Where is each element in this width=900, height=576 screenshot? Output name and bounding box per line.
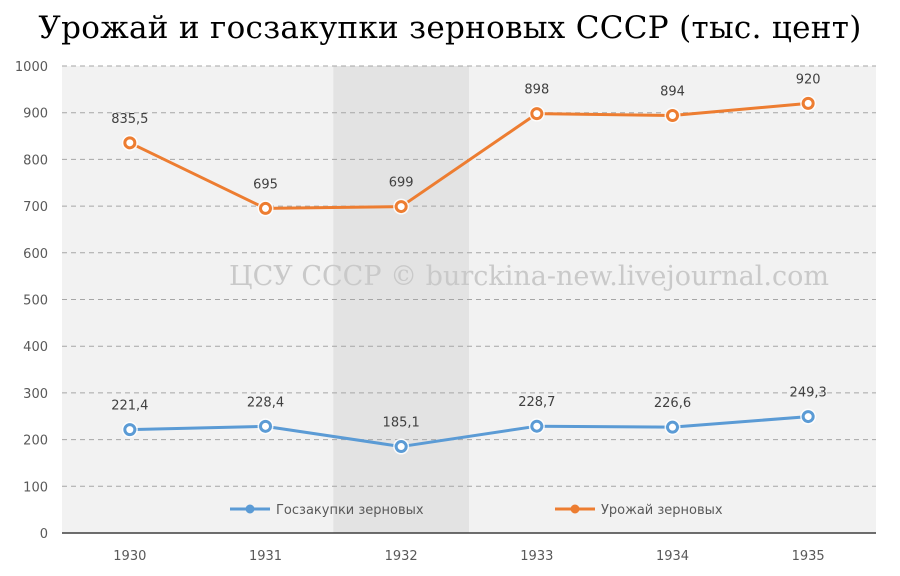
data-point xyxy=(259,201,272,215)
y-tick-label: 500 xyxy=(23,294,48,309)
data-point xyxy=(394,440,408,454)
x-tick-label: 1931 xyxy=(249,549,282,564)
legend-label: Госзакупки зерновых xyxy=(276,503,424,518)
legend-marker xyxy=(245,504,255,514)
y-tick-label: 300 xyxy=(23,387,48,402)
data-point xyxy=(123,136,137,150)
data-label: 695 xyxy=(253,177,278,192)
y-tick-label: 1000 xyxy=(15,60,48,75)
y-tick-label: 900 xyxy=(23,107,48,122)
data-point xyxy=(123,423,137,437)
data-label: 894 xyxy=(660,85,685,100)
series-line xyxy=(128,101,810,210)
data-label: 185,1 xyxy=(383,416,420,431)
y-tick-label: 700 xyxy=(23,200,48,215)
y-tick-label: 600 xyxy=(23,247,48,262)
legend: Госзакупки зерновых Урожай зерновых xyxy=(230,503,723,518)
x-tick-label: 1930 xyxy=(113,549,146,564)
watermark-text: ЦСУ СССР © burckina-new.livejournal.com xyxy=(229,261,829,292)
data-label: 226,6 xyxy=(654,396,691,411)
legend-marker xyxy=(570,504,580,514)
y-tick-label: 800 xyxy=(23,153,48,168)
data-label: 221,4 xyxy=(111,399,148,414)
series-group: 221,4 228,4 185,1 228,7 226,6 249,3 835,5 695 69… xyxy=(111,72,827,455)
chart-title: Урожай и госзакупки зерновых СССР (тыс. … xyxy=(38,10,862,46)
data-label: 898 xyxy=(524,83,549,98)
x-tick-label: 1935 xyxy=(792,549,825,564)
y-tick-label: 100 xyxy=(23,480,48,495)
data-point xyxy=(666,109,679,123)
data-point xyxy=(666,420,679,434)
x-tick-label: 1932 xyxy=(385,549,418,564)
data-point xyxy=(394,200,408,214)
data-point xyxy=(530,107,544,121)
data-label: 920 xyxy=(796,72,821,87)
y-axis: 0 100 200 300 400 500 600 700 800 900 1000 xyxy=(15,60,48,542)
data-label: 249,3 xyxy=(790,386,827,401)
series-line xyxy=(128,415,810,449)
data-label: 228,7 xyxy=(518,395,555,410)
y-tick-label: 0 xyxy=(40,527,48,542)
x-tick-label: 1934 xyxy=(656,549,689,564)
data-point xyxy=(259,419,272,433)
data-label: 835,5 xyxy=(111,112,148,127)
x-tick-label: 1933 xyxy=(520,549,553,564)
data-label: 699 xyxy=(389,176,414,191)
y-tick-label: 200 xyxy=(23,434,48,449)
data-point xyxy=(530,419,544,433)
highlight-band-1932 xyxy=(333,66,469,533)
data-label: 228,4 xyxy=(247,395,284,410)
y-tick-label: 400 xyxy=(23,340,48,355)
data-point xyxy=(801,410,815,424)
data-point xyxy=(801,96,815,110)
legend-label: Урожай зерновых xyxy=(601,503,723,518)
x-axis: 1930 1931 1932 1933 1934 1935 xyxy=(113,549,824,564)
